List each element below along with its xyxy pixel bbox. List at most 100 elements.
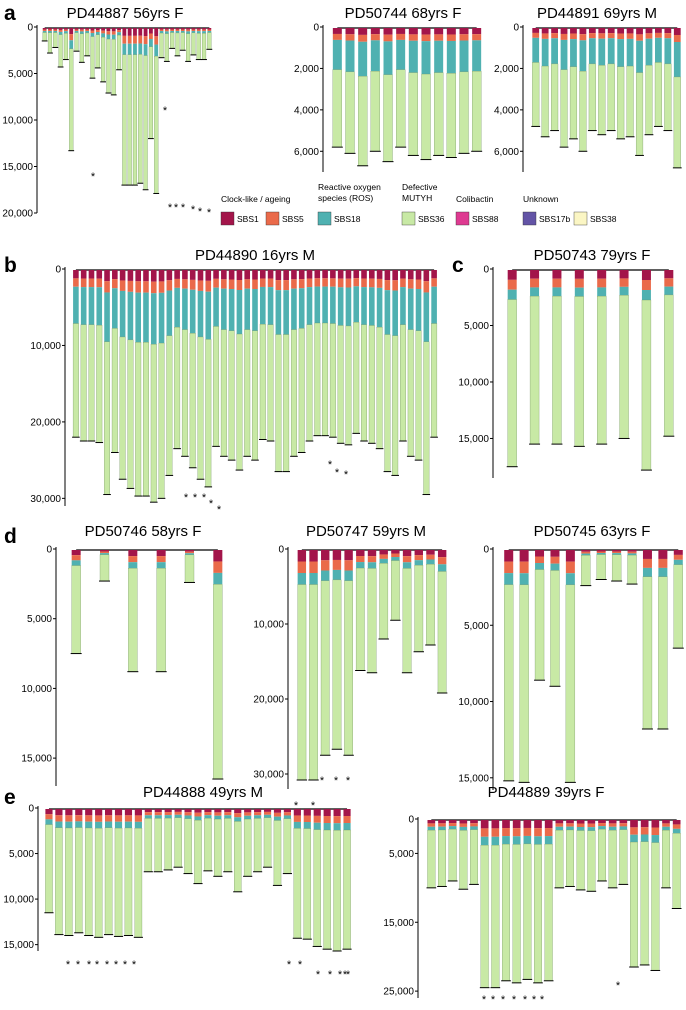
branch-seg-sbs36 [69,48,74,151]
branch-seg-sbs18 [143,44,148,56]
branch-seg-sbs1 [512,820,521,829]
branch-seg-sbs36 [253,818,262,872]
branch-seg-sbs18 [565,573,575,585]
branch-seg-sbs5 [106,31,111,35]
branch-seg-sbs1 [630,820,638,828]
branch [437,820,447,887]
panel-title: PD44890 16yrs M [195,247,315,264]
branch [149,270,158,503]
branch-seg-sbs1 [254,809,262,813]
legend-label-sbs88: SBS88 [472,214,499,224]
branch-seg-sbs5 [180,29,185,31]
branch [606,28,616,132]
branch-seg-sbs5 [367,556,377,563]
branch-seg-sbs1 [96,270,103,279]
branch [471,28,483,152]
clonal-star: * [294,800,299,812]
branch-seg-sbs36 [267,324,274,442]
branch-seg-sbs1 [550,550,560,557]
branch-seg-sbs18 [598,38,606,66]
branch-seg-sbs36 [396,69,406,148]
branch-seg-sbs36 [344,580,353,756]
branch-seg-sbs36 [283,334,290,472]
branch [153,28,160,194]
branch-seg-sbs1 [174,270,180,279]
branch-seg-sbs5 [523,827,532,836]
branch-seg-sbs1 [330,270,336,279]
branch-seg-sbs5 [88,278,95,288]
branch [336,270,345,444]
branch-seg-sbs18 [204,815,212,819]
legend-swatch-sbs88 [455,211,470,226]
branch-seg-sbs5 [332,559,342,570]
branch [111,270,119,453]
branch-seg-sbs1 [519,550,529,562]
branch-seg-sbs5 [570,33,577,40]
branch-seg-sbs1 [345,28,355,35]
branch [320,550,331,756]
branch-seg-sbs18 [480,836,489,846]
branch [74,809,84,934]
branch-seg-sbs36 [174,817,182,868]
branch-seg-sbs1 [392,270,398,281]
panel-title: PD50747 59yrs M [306,523,426,540]
branch-seg-sbs5 [144,812,152,816]
branch [89,28,96,79]
branch-seg-sbs36 [565,584,576,783]
branch-seg-sbs18 [658,567,668,577]
branch-seg-sbs36 [181,329,188,457]
legend-swatch-sbs1 [220,211,235,226]
branch [253,809,263,873]
branch [360,270,368,442]
branch-seg-sbs36 [550,570,560,687]
branch-seg-sbs36 [361,324,367,442]
branch [163,28,170,62]
branch [73,28,80,52]
branch-seg-sbs5 [544,828,553,837]
branch [390,550,401,621]
branch-seg-sbs1 [532,28,540,33]
branch-seg-sbs18 [127,291,134,340]
legend-group-unknown: Unknown [523,194,559,204]
branch-seg-sbs18 [213,572,223,585]
branch [266,270,275,442]
clonal-star: * [114,959,119,971]
branch-seg-sbs1 [283,809,291,813]
branch-seg-sbs18 [597,287,607,297]
branch-seg-sbs1 [581,550,591,552]
branch-seg-sbs36 [569,66,578,140]
branch-seg-sbs1 [612,550,622,552]
branch-seg-sbs1 [207,28,212,30]
branch-seg-sbs5 [664,33,672,39]
branch-seg-sbs36 [337,325,344,444]
branch-seg-sbs18 [106,34,111,40]
branch-seg-sbs1 [607,28,615,34]
branch-seg-sbs5 [174,278,180,288]
branch-seg-sbs5 [438,823,446,827]
legend-group-colibactin: Colibactin [456,194,494,204]
branch-seg-sbs1 [143,270,149,282]
branch-seg-sbs36 [80,324,87,442]
branch-seg-sbs5 [283,280,289,291]
branch-seg-sbs36 [314,322,321,436]
branch [113,809,124,937]
branch-seg-sbs1 [150,270,157,282]
branch-seg-sbs5 [551,33,558,39]
branch-seg-sbs5 [617,33,625,40]
branch-seg-sbs1 [626,28,634,34]
branch [104,809,114,936]
clonal-star: * [174,202,179,214]
legend-group-mutyh: Defective MUTYH [402,182,440,203]
branch-seg-sbs1 [664,270,674,279]
branch-seg-sbs5 [58,29,63,32]
branch-seg-sbs5 [655,32,662,38]
branch-seg-sbs5 [263,811,272,815]
branch-seg-sbs5 [630,827,638,835]
y-tick-label: 15,000 [458,773,489,784]
branch [52,28,59,48]
branch-seg-sbs36 [423,341,430,495]
branch-seg-sbs36 [189,333,196,468]
branch-seg-sbs1 [491,820,500,829]
branch [551,270,563,445]
branch-seg-sbs5 [408,34,418,41]
